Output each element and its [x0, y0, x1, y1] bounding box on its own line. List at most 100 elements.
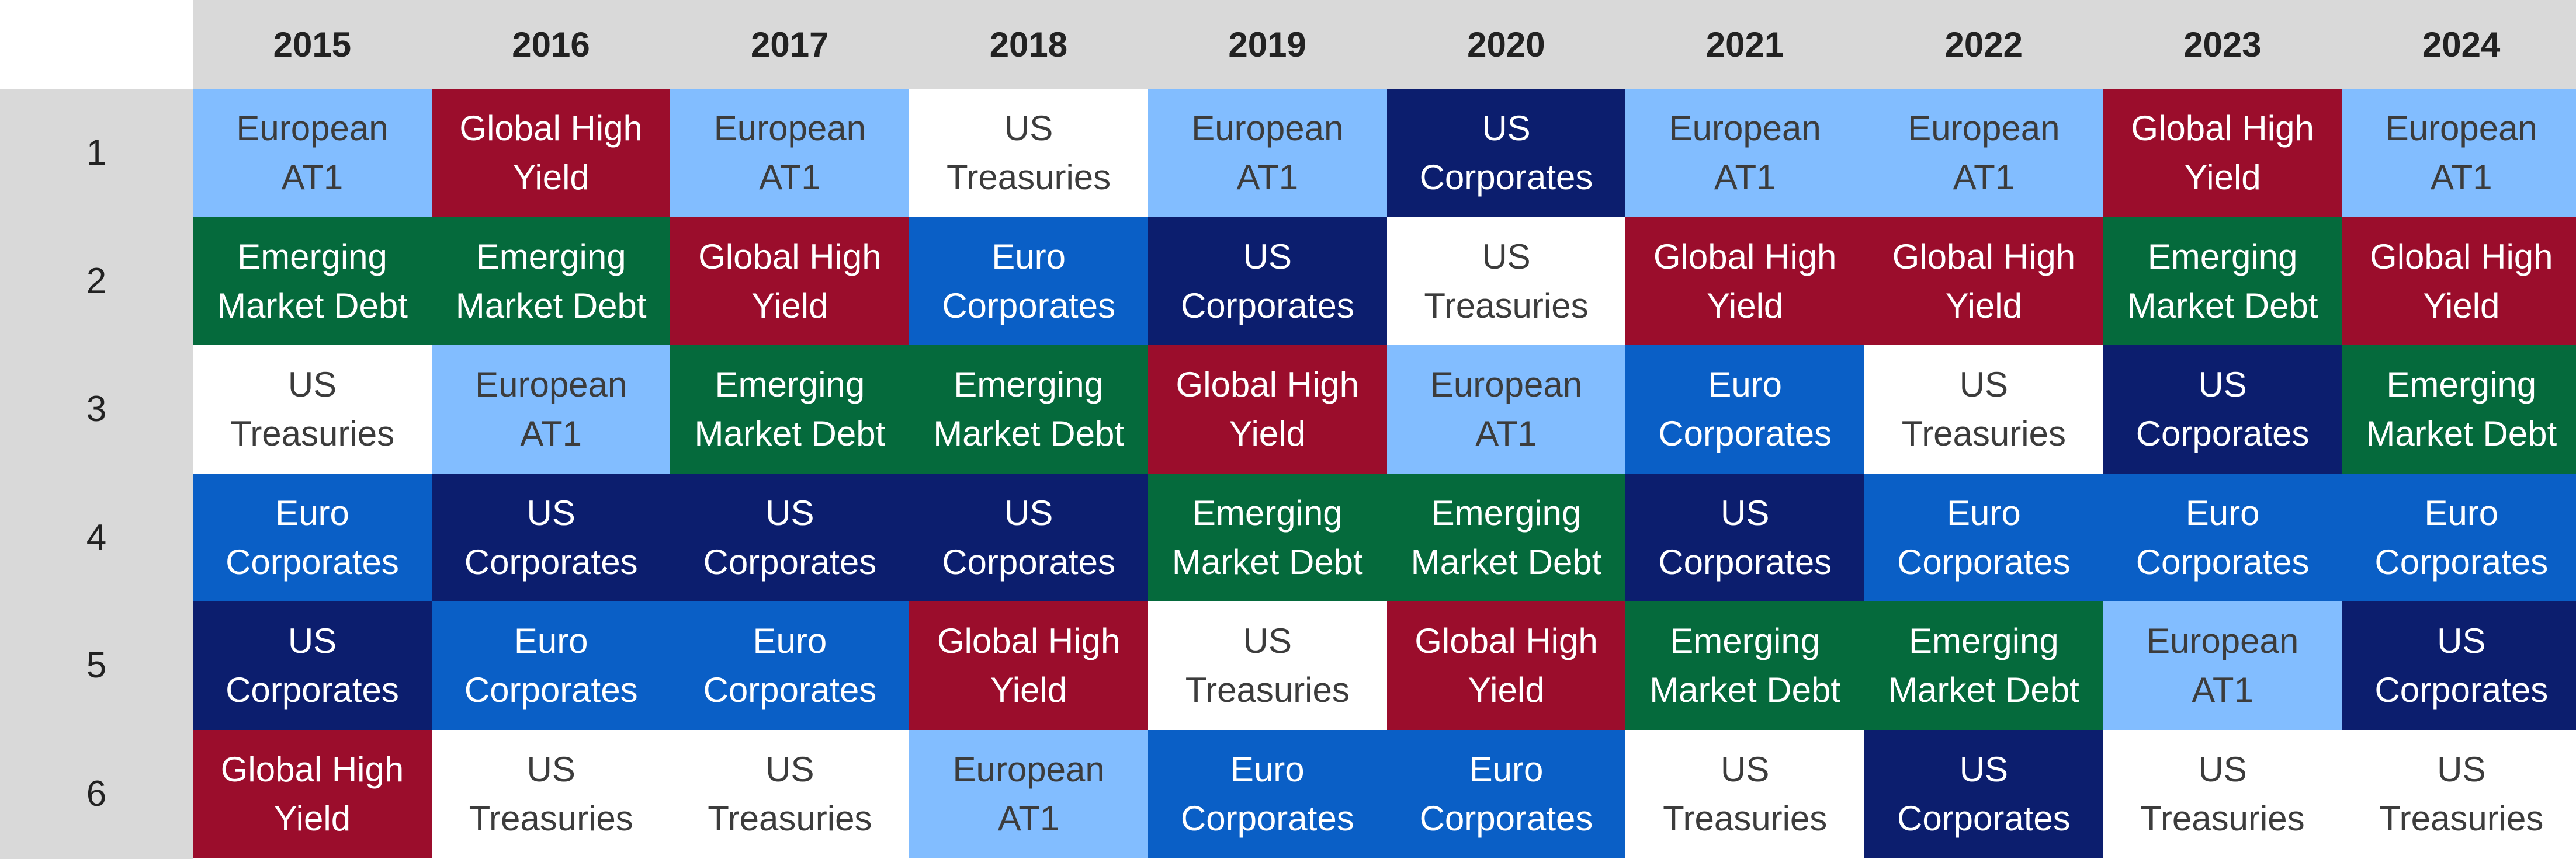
- rank-cell: US Corporates: [431, 473, 671, 602]
- asset-class-label: US Treasuries: [2379, 749, 2544, 838]
- rank-cell: Emerging Market Debt: [431, 217, 671, 346]
- rank-cell: US Corporates: [1864, 729, 2103, 858]
- asset-class-label: Euro Corporates: [226, 493, 399, 582]
- asset-class-label: US Treasuries: [1185, 621, 1350, 710]
- rank-cell: European AT1: [1625, 89, 1865, 217]
- rank-cell: US Treasuries: [1386, 217, 1626, 346]
- rank-column-bar: [0, 89, 193, 859]
- asset-class-label: US Corporates: [1658, 493, 1832, 582]
- rank-cell: US Treasuries: [670, 729, 910, 858]
- asset-class-label: Global High Yield: [220, 749, 404, 838]
- asset-class-label: US Treasuries: [708, 749, 872, 838]
- rank-cell: US Treasuries: [1864, 345, 2103, 474]
- asset-class-label: Emerging Market Debt: [455, 237, 647, 325]
- asset-class-label: European AT1: [952, 749, 1105, 838]
- rank-label: 4: [86, 517, 107, 558]
- year-header-bar: [193, 0, 2576, 89]
- rank-cell: US Corporates: [909, 473, 1149, 602]
- year-header: 2023: [2183, 25, 2262, 64]
- rank-cell: US Treasuries: [431, 729, 671, 858]
- rank-cell: US Treasuries: [193, 345, 432, 474]
- asset-class-label: Euro Corporates: [703, 621, 877, 710]
- rank-cell: US Treasuries: [2342, 729, 2576, 858]
- asset-class-label: US Treasuries: [230, 365, 395, 453]
- asset-class-label: European AT1: [1191, 109, 1344, 197]
- asset-class-label: Global High Yield: [1176, 365, 1360, 453]
- asset-class-label: US Corporates: [464, 493, 638, 582]
- rank-cell: US Treasuries: [1625, 729, 1865, 858]
- rank-cell: Euro Corporates: [1386, 729, 1626, 858]
- rank-cell: Emerging Market Debt: [1147, 473, 1387, 602]
- rank-cell: Global High Yield: [1625, 217, 1865, 346]
- asset-class-label: Emerging Market Debt: [1649, 621, 1841, 710]
- rank-cell: European AT1: [670, 89, 910, 217]
- asset-class-label: US Corporates: [2374, 621, 2549, 710]
- rank-cell: Euro Corporates: [670, 601, 910, 730]
- asset-class-label: Euro Corporates: [1897, 493, 2071, 582]
- year-header: 2022: [1944, 25, 2023, 64]
- rank-cell: Emerging Market Debt: [2103, 217, 2342, 346]
- rank-cell: US Treasuries: [2103, 729, 2342, 858]
- asset-class-label: Euro Corporates: [1658, 365, 1832, 453]
- asset-class-label: US Corporates: [942, 493, 1115, 582]
- asset-class-label: European AT1: [2146, 621, 2299, 710]
- asset-class-label: Euro Corporates: [1180, 749, 1354, 838]
- rank-cell: Euro Corporates: [431, 601, 671, 730]
- rank-cell: US Corporates: [1147, 217, 1387, 346]
- asset-class-label: US Treasuries: [1424, 237, 1589, 325]
- rank-cell: Euro Corporates: [2103, 473, 2342, 602]
- rank-cell: Emerging Market Debt: [193, 217, 432, 346]
- rank-cell: Global High Yield: [2342, 217, 2576, 346]
- asset-class-label: US Treasuries: [1901, 365, 2066, 453]
- asset-class-label: US Corporates: [1419, 109, 1593, 197]
- rank-cell: Emerging Market Debt: [2342, 345, 2576, 474]
- year-header: 2021: [1705, 25, 1784, 64]
- asset-class-label: US Treasuries: [946, 109, 1111, 197]
- rank-cell: Global High Yield: [1386, 601, 1626, 730]
- asset-class-label: Euro Corporates: [2374, 493, 2549, 582]
- asset-class-label: Global High Yield: [1653, 237, 1837, 325]
- rank-cell: US Treasuries: [1147, 601, 1387, 730]
- asset-class-label: Emerging Market Debt: [1410, 493, 1602, 582]
- rank-cell: Global High Yield: [2103, 89, 2342, 217]
- asset-class-label: European AT1: [1908, 109, 2060, 197]
- rank-cell: Euro Corporates: [1147, 729, 1387, 858]
- rank-cell: Emerging Market Debt: [1386, 473, 1626, 602]
- asset-class-label: Euro Corporates: [942, 237, 1115, 325]
- asset-class-label: US Corporates: [2135, 365, 2310, 453]
- rank-cell: Global High Yield: [909, 601, 1149, 730]
- rank-cell: Global High Yield: [1147, 345, 1387, 474]
- asset-class-label: Global High Yield: [1414, 621, 1598, 710]
- asset-class-label: US Corporates: [703, 493, 877, 582]
- asset-class-label: Euro Corporates: [2135, 493, 2310, 582]
- asset-class-label: Global High Yield: [2370, 237, 2553, 325]
- rank-cell: European AT1: [1147, 89, 1387, 217]
- asset-class-label: Euro Corporates: [1419, 749, 1593, 838]
- rank-cell: Euro Corporates: [2342, 473, 2576, 602]
- year-header: 2015: [273, 25, 352, 64]
- asset-class-label: Global High Yield: [698, 237, 882, 325]
- rank-cell: Euro Corporates: [909, 217, 1149, 346]
- rank-cell: US Corporates: [2342, 601, 2576, 730]
- rank-cell: Emerging Market Debt: [909, 345, 1149, 474]
- rank-cell: Euro Corporates: [1864, 473, 2103, 602]
- rank-cell: European AT1: [193, 89, 432, 217]
- asset-class-label: US Corporates: [1897, 749, 2071, 838]
- rank-cell: European AT1: [909, 729, 1149, 858]
- asset-class-label: Emerging Market Debt: [2127, 237, 2318, 325]
- rank-label: 5: [86, 645, 107, 686]
- rank-cell: Emerging Market Debt: [670, 345, 910, 474]
- rank-cell: European AT1: [431, 345, 671, 474]
- rank-cell: Global High Yield: [1864, 217, 2103, 346]
- asset-class-label: Emerging Market Debt: [1171, 493, 1363, 582]
- rank-cell: Global High Yield: [431, 89, 671, 217]
- asset-class-label: European AT1: [713, 109, 866, 197]
- asset-class-label: Global High Yield: [1892, 237, 2076, 325]
- rank-cell: US Corporates: [1625, 473, 1865, 602]
- year-header: 2019: [1228, 25, 1306, 64]
- asset-class-label: European AT1: [475, 365, 627, 453]
- rank-cell: European AT1: [1386, 345, 1626, 474]
- asset-class-label: Global High Yield: [459, 109, 643, 197]
- year-header: 2018: [989, 25, 1068, 64]
- rank-cell: Euro Corporates: [193, 473, 432, 602]
